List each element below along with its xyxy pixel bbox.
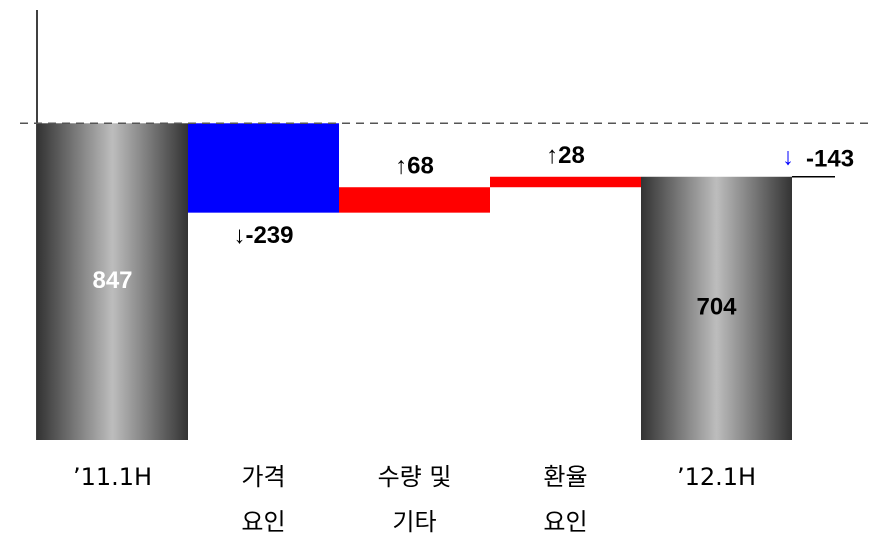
value-label: 847 [92,267,132,294]
bar [37,123,188,440]
bar [188,123,339,213]
value-label: ↑28 [546,142,585,169]
x-tick-label: 기타 [392,508,436,535]
x-tick-label: 수량 및 [378,463,452,491]
x-tick-label: 가격 [241,463,285,491]
bar [490,176,641,188]
x-tick-label: ’11.1H [73,463,152,491]
value-label: ↓-239 [233,222,293,249]
x-tick-label: 요인 [241,508,285,535]
change-arrow: ↓ [782,143,794,170]
change-label: -143 [806,145,854,172]
bar [641,176,792,441]
x-tick-label: ’12.1H [677,463,756,491]
value-label: 704 [696,294,737,321]
value-label: ↑68 [395,153,434,180]
x-tick-label: 요인 [543,508,587,535]
bar [339,187,490,213]
x-tick-label: 환율 [543,463,587,491]
